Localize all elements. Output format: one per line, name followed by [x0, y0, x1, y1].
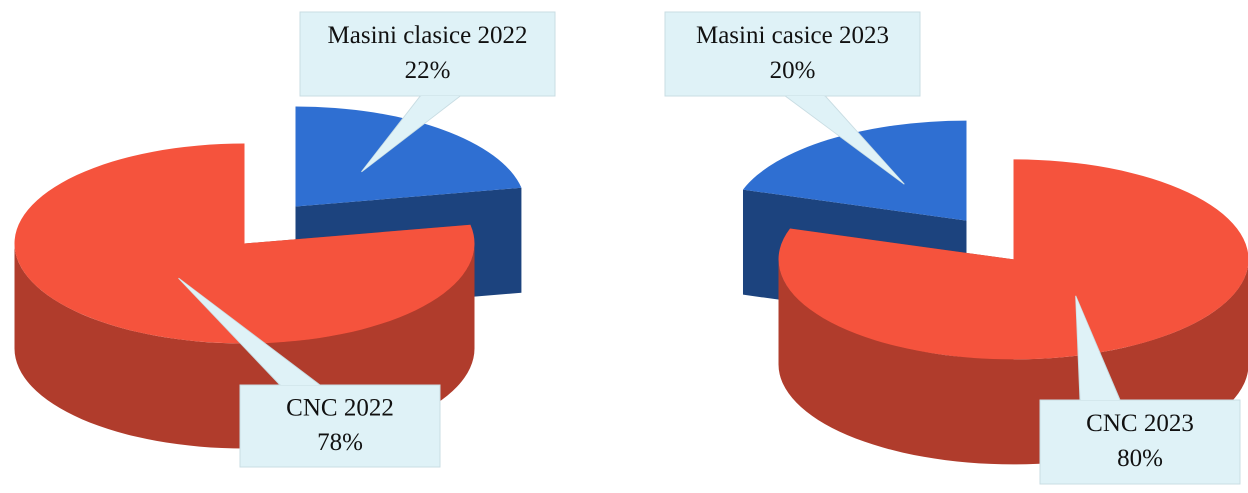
- slice-top: [14, 143, 475, 344]
- callout-box: [299, 11, 556, 97]
- callout-box: [664, 11, 921, 97]
- callout-pointer-fill: [786, 96, 905, 185]
- data-label-name: CNC 2023: [1086, 410, 1194, 437]
- data-label-value: 22%: [405, 57, 451, 84]
- callout-pointer-fill: [1075, 295, 1119, 400]
- callout-pointer-fill: [178, 278, 319, 385]
- callout-pointer-fill: [361, 96, 460, 172]
- data-label-name: Masini clasice 2022: [328, 22, 528, 49]
- data-label-name: Masini casice 2023: [696, 22, 889, 49]
- callout-box: [1039, 399, 1241, 485]
- data-label-name: CNC 2022: [286, 394, 394, 421]
- data-label-value: 78%: [317, 429, 363, 456]
- callout-box: [239, 384, 441, 468]
- slice-top: [742, 120, 967, 221]
- slice-top: [778, 159, 1248, 360]
- data-label-value: 20%: [770, 57, 816, 84]
- data-label-value: 80%: [1117, 445, 1163, 472]
- slice-top: [295, 106, 522, 207]
